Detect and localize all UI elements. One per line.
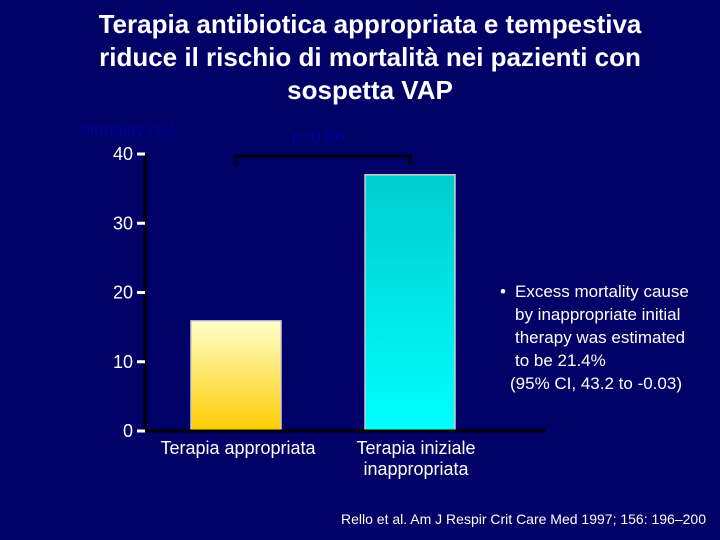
bullet-icon: •	[500, 282, 506, 301]
y-tick-label-0: 0	[123, 421, 133, 441]
y-tick-label-20: 20	[113, 283, 133, 303]
y-tick-label-30: 30	[113, 213, 133, 233]
note-line-4: to be 21.4%	[515, 351, 606, 370]
slide-title: Terapia antibiotica appropriata e tempes…	[40, 8, 700, 107]
y-tick-label-10: 10	[113, 352, 133, 372]
title-line-3: sospetta VAP	[287, 75, 453, 105]
note-line-5: (95% CI, 43.2 to -0.03)	[510, 374, 682, 393]
title-line-2: riduce il rischio di mortalità nei pazie…	[99, 42, 641, 72]
y-tick-label-40: 40	[113, 144, 133, 164]
note-line-2: by inappropriate initial	[515, 305, 681, 324]
category-label-2-line-2: inappropriata	[363, 459, 469, 479]
citation: Rello et al. Am J Respir Crit Care Med 1…	[341, 511, 706, 527]
bar-2	[364, 174, 456, 432]
category-label-1: Terapia appropriata	[160, 438, 316, 458]
note-line-3: therapy was estimated	[515, 328, 686, 347]
note-line-1: • Excess mortality cause	[500, 280, 720, 303]
excess-mortality-note: • Excess mortality cause by inappropriate…	[500, 280, 720, 395]
title-line-1: Terapia antibiotica appropriata e tempes…	[98, 9, 642, 39]
p-value-annotation: p<0.06	[292, 127, 344, 146]
significance-bracket	[234, 154, 412, 166]
y-axis-label: Mortality (%)	[80, 120, 175, 139]
note-text-1: Excess mortality cause	[515, 282, 689, 301]
bar-1	[190, 320, 282, 432]
category-label-2: Terapia iniziale	[356, 438, 475, 458]
